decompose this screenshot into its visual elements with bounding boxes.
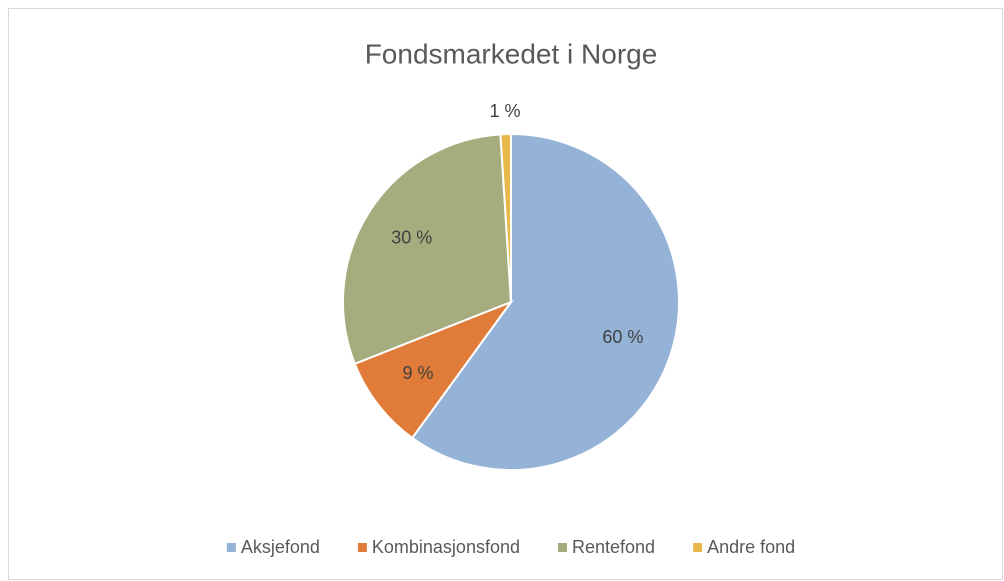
legend-marker: [558, 543, 568, 552]
legend-marker: [357, 543, 367, 552]
legend-marker: [693, 543, 703, 552]
pie-slice: [410, 132, 680, 471]
legend-label: Andre fond: [707, 537, 795, 557]
data-label: 60 %: [602, 327, 643, 347]
data-label: 1 %: [490, 101, 521, 121]
pie-slice: [353, 299, 514, 440]
legend-marker: [226, 543, 236, 552]
legend-label: Rentefond: [572, 537, 655, 557]
legend-label: Kombinasjonsfond: [372, 537, 520, 557]
data-label: 30 %: [391, 228, 432, 248]
legend-label: Aksjefond: [241, 537, 320, 557]
pie-slice: [499, 132, 512, 303]
chart-title: Fondsmarkedet i Norge: [365, 38, 658, 69]
data-label: 9 %: [403, 363, 434, 383]
pie-slice: [342, 133, 513, 366]
